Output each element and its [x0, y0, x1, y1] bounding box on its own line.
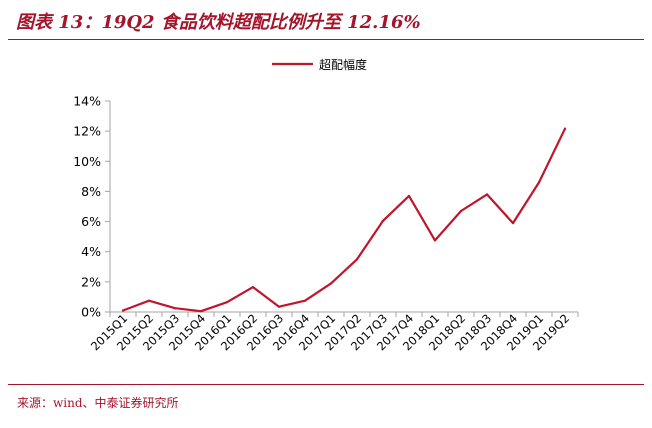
- series-layer: [121, 127, 567, 313]
- data-point: [537, 181, 541, 184]
- y-tick-label: 14%: [73, 94, 101, 109]
- y-axis: 0% 2% 4% 6% 8% 10% 12% 14%: [73, 94, 111, 320]
- y-tick-label: 0%: [81, 305, 101, 320]
- data-point: [459, 209, 463, 213]
- data-point: [225, 301, 229, 304]
- data-point: [563, 127, 567, 130]
- title-divider: [8, 39, 644, 40]
- y-tick-label: 12%: [73, 124, 101, 139]
- legend-label: 超配幅度: [319, 57, 367, 72]
- data-point: [381, 219, 385, 222]
- data-point: [329, 282, 333, 285]
- data-point: [173, 307, 177, 310]
- data-point: [199, 310, 203, 313]
- y-tick-label: 6%: [81, 214, 101, 229]
- data-point: [147, 299, 151, 302]
- data-point: [407, 194, 411, 198]
- data-point: [485, 193, 489, 196]
- y-tick-label: 10%: [73, 154, 101, 169]
- line-chart: 超配幅度 0% 2% 4% 6% 8% 10% 12% 14% 2015Q12015Q2201…: [73, 57, 579, 353]
- chart-title: 图表 13：19Q2 食品饮料超配比例升至 12.16%: [16, 12, 421, 33]
- source-note: 来源：wind、中泰证券研究所: [17, 396, 179, 410]
- data-point: [303, 299, 307, 302]
- source-divider: [8, 384, 644, 385]
- data-point: [433, 239, 437, 242]
- y-tick-label: 2%: [81, 274, 101, 289]
- data-point: [511, 221, 515, 225]
- y-tick-label: 8%: [81, 184, 101, 199]
- data-point: [251, 286, 255, 289]
- data-point: [277, 305, 281, 308]
- series-line: [121, 127, 567, 313]
- y-tick-label: 4%: [81, 244, 101, 259]
- legend: 超配幅度: [272, 57, 367, 72]
- data-point: [355, 258, 359, 261]
- x-axis: 2015Q12015Q22015Q32015Q42016Q12016Q22016…: [88, 311, 579, 353]
- data-point: [121, 309, 125, 312]
